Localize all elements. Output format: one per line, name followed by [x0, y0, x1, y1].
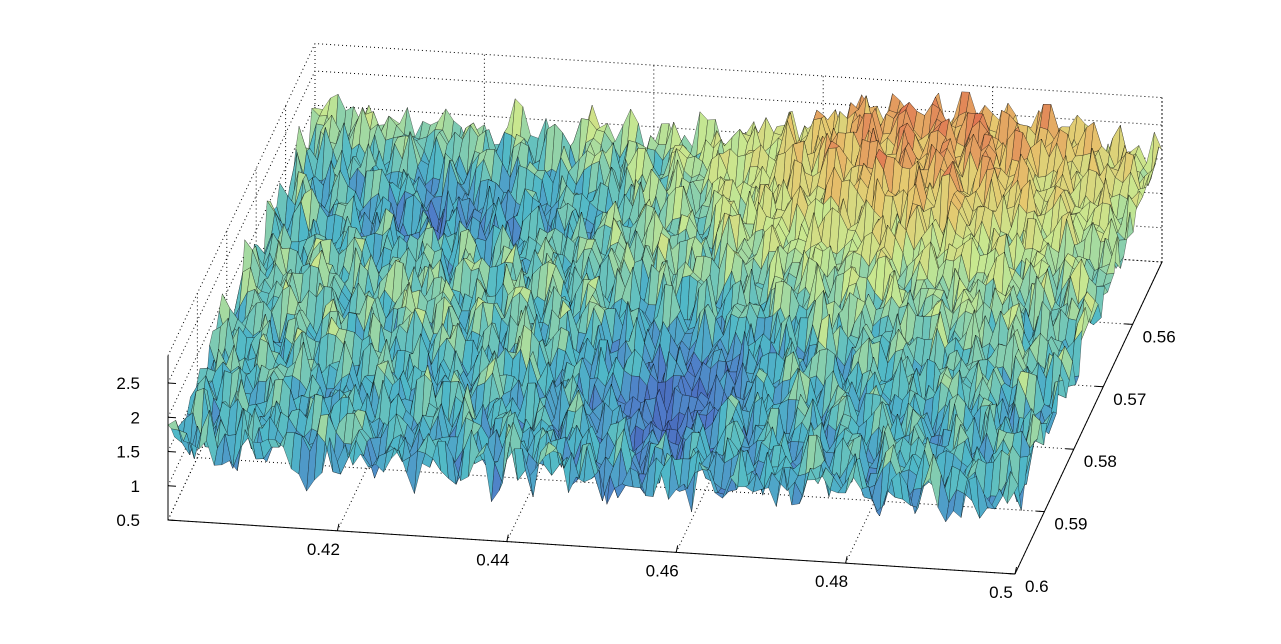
z-gridline [167, 104, 1163, 418]
surface-mesh [167, 91, 1163, 523]
y-gridline [196, 293, 1045, 513]
z-gridline [167, 43, 1163, 356]
